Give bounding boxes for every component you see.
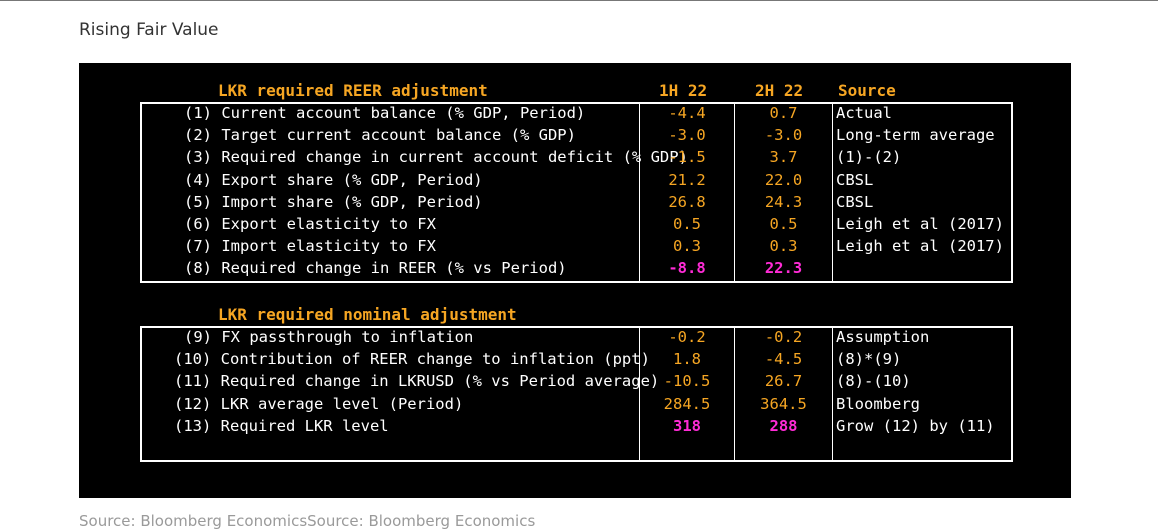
value-1h22: -8.8 [668, 259, 706, 278]
table-row: (13) Required LKR level 318 288 Grow (12) b… [79, 417, 1071, 439]
row-source: CBSL [836, 192, 874, 211]
row-source: Grow (12) by (11) [836, 416, 995, 435]
row-label: (9) FX passthrough to inflation [184, 328, 474, 346]
table-row: (2) Target current account balance (% GD… [79, 126, 1071, 148]
row-source: Assumption [836, 328, 930, 346]
section1-divider-3 [832, 102, 833, 283]
row-label: (5) Import share (% GDP, Period) [184, 192, 483, 211]
row-label: (2) Target current account balance (% GD… [184, 126, 576, 145]
value-2h22: 0.7 [769, 104, 798, 122]
row-source: (8)-(10) [836, 372, 911, 391]
row-label: (1) Current account balance (% GDP, Peri… [184, 104, 586, 122]
row-source: Long-term average [836, 126, 995, 145]
value-2h22: 3.7 [769, 148, 798, 167]
row-label: (12) LKR average level (Period) [174, 394, 464, 413]
value-1h22: -0.2 [668, 328, 706, 346]
section1-divider-2 [734, 102, 735, 283]
value-2h22: 24.3 [764, 192, 803, 211]
row-label: (8) Required change in REER (% vs Period… [184, 259, 567, 278]
table-row: (8) Required change in REER (% vs Period… [79, 259, 1071, 281]
value-1h22: -10.5 [663, 372, 711, 391]
row-source: (8)*(9) [836, 350, 902, 369]
table-row: (3) Required change in current account d… [79, 148, 1071, 170]
table-row: (7) Import elasticity to FX 0.3 0.3 Leigh e… [79, 237, 1071, 259]
table-row: (12) LKR average level (Period) 284.5 364.… [79, 395, 1071, 417]
row-label: (3) Required change in current account d… [184, 148, 688, 167]
row-source: (1)-(2) [836, 148, 902, 167]
row-label: (10) Contribution of REER change to infl… [174, 350, 650, 369]
section2-divider-3 [832, 326, 833, 462]
section2-divider-1 [639, 326, 640, 462]
page-title: Rising Fair Value [79, 20, 219, 40]
row-source: Bloomberg [836, 394, 920, 413]
value-1h22: 21.2 [668, 170, 706, 189]
row-label: (11) Required change in LKRUSD (% vs Per… [174, 372, 660, 391]
value-2h22: 364.5 [760, 394, 807, 413]
row-source: Leigh et al (2017) [836, 215, 1004, 233]
section2-header: LKR required nominal adjustment [218, 305, 517, 324]
section1-divider-1 [639, 102, 640, 283]
section1-header: LKR required REER adjustment [218, 81, 488, 100]
value-1h22: 1.8 [673, 350, 701, 369]
value-1h22: 0.5 [673, 215, 701, 233]
value-2h22: 22.3 [764, 259, 803, 278]
value-2h22: -4.5 [764, 350, 803, 369]
table-row: (4) Export share (% GDP, Period) 21.2 22.0… [79, 171, 1071, 193]
table-row: (10) Contribution of REER change to infl… [79, 350, 1071, 372]
value-2h22: 22.0 [764, 170, 803, 189]
section2-box [140, 326, 1013, 462]
column-header-source: Source [838, 81, 896, 100]
table-row: (9) FX passthrough to inflation -0.2 -0.2 A… [79, 328, 1071, 350]
row-label: (7) Import elasticity to FX [184, 237, 436, 256]
adjustment-table-panel: LKR required REER adjustment 1H 22 2H 22… [79, 63, 1071, 498]
row-label: (4) Export share (% GDP, Period) [184, 170, 483, 189]
top-divider [0, 0, 1158, 1]
value-2h22: 0.3 [769, 237, 798, 256]
value-2h22: -3.0 [764, 126, 803, 145]
row-source: Leigh et al (2017) [836, 237, 1004, 256]
table-row: (1) Current account balance (% GDP, Peri… [79, 104, 1071, 126]
row-source: Actual [836, 104, 892, 122]
section1-box [140, 102, 1013, 283]
table-row: (6) Export elasticity to FX 0.5 0.5 Leigh e… [79, 215, 1071, 237]
column-header-2h22: 2H 22 [755, 81, 804, 100]
value-1h22: 318 [673, 416, 701, 435]
value-1h22: 26.8 [668, 192, 706, 211]
value-1h22: -1.5 [668, 148, 706, 167]
source-footer: Source: Bloomberg EconomicsSource: Bloom… [79, 512, 536, 530]
value-2h22: 26.7 [764, 372, 803, 391]
table-row: (5) Import share (% GDP, Period) 26.8 24.3… [79, 193, 1071, 215]
column-header-1h22: 1H 22 [659, 81, 708, 100]
row-label: (13) Required LKR level [174, 416, 389, 435]
value-2h22: 0.5 [769, 215, 798, 233]
value-1h22: -4.4 [668, 104, 706, 122]
value-1h22: -3.0 [668, 126, 706, 145]
value-1h22: 284.5 [663, 394, 711, 413]
table-row: (11) Required change in LKRUSD (% vs Per… [79, 372, 1071, 394]
row-label: (6) Export elasticity to FX [184, 215, 436, 233]
value-1h22: 0.3 [673, 237, 701, 256]
row-source: CBSL [836, 170, 874, 189]
value-2h22: -0.2 [764, 328, 803, 346]
section2-divider-2 [734, 326, 735, 462]
value-2h22: 288 [769, 416, 798, 435]
